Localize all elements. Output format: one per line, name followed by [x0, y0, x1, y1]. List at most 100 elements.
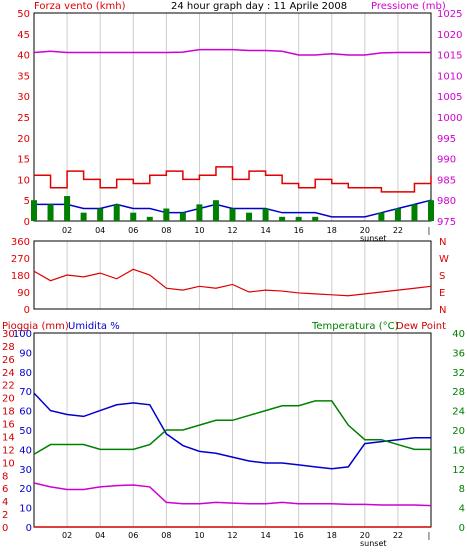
rain-y-tick-label: 26 — [2, 355, 15, 366]
x-tick-label-bottom: 22 — [393, 531, 403, 540]
x-tick-label-bottom: 16 — [294, 531, 304, 540]
green-bar — [411, 204, 418, 221]
temperature-y-tick-label: 28 — [452, 387, 465, 398]
temperature-y-tick-label: 32 — [452, 368, 465, 379]
rain-y-tick-label: 28 — [2, 342, 15, 353]
x-tick-label-top: 10 — [194, 226, 204, 235]
green-bar — [229, 208, 236, 221]
x-tick-label-bottom: 14 — [260, 531, 270, 540]
green-bar — [130, 212, 137, 221]
humidity-y-tick-label: 100 — [13, 329, 32, 340]
x-tick-label-bottom: 04 — [95, 531, 105, 540]
compass-label: N — [439, 305, 446, 316]
rain-y-tick-label: 14 — [2, 432, 15, 443]
compass-label: S — [439, 271, 445, 282]
green-bar — [196, 204, 203, 221]
x-tick-label-bottom: 08 — [161, 531, 171, 540]
green-bar — [246, 212, 253, 221]
middle-panel-frame — [33, 240, 432, 310]
x-tick-label-top: 14 — [260, 226, 270, 235]
x-tick-label-bottom: 06 — [128, 531, 138, 540]
direction-y-tick-label: 0 — [24, 305, 30, 316]
x-end-marker-bottom: | — [428, 531, 431, 540]
dew-point-title: Dew Point — [396, 321, 447, 332]
x-tick-label-bottom: 20 — [360, 531, 370, 540]
temperature-y-tick-label: 4 — [459, 504, 465, 515]
x-tick-label-top: 18 — [327, 226, 337, 235]
x-tick-label-bottom: 02 — [62, 531, 72, 540]
pressure-y-tick-label: 1000 — [437, 113, 462, 124]
pressure-y-tick-label: 1025 — [437, 9, 462, 20]
x-tick-label-top: 12 — [227, 226, 237, 235]
x-tick-label-top: 06 — [128, 226, 138, 235]
green-bar — [212, 200, 219, 221]
wind-y-tick-label: 0 — [24, 217, 30, 228]
x-tick-label-top: 02 — [62, 226, 72, 235]
rain-y-tick-label: 4 — [2, 497, 8, 508]
humidity-y-tick-label: 80 — [19, 368, 32, 379]
humidity-y-tick-label: 70 — [19, 387, 32, 398]
wind-y-tick-label: 35 — [17, 71, 30, 82]
green-bar — [113, 204, 120, 221]
compass-label: N — [439, 237, 446, 248]
wind-y-tick-label: 10 — [17, 175, 30, 186]
rain-y-tick-label: 2 — [2, 510, 8, 521]
temperature-y-tick-label: 8 — [459, 484, 465, 495]
x-tick-label-top: 20 — [360, 226, 370, 235]
green-bar — [312, 216, 319, 221]
green-bar — [295, 216, 302, 221]
x-tick-label-top: 04 — [95, 226, 105, 235]
x-tick-label-top: 16 — [294, 226, 304, 235]
rain-y-tick-label: 6 — [2, 484, 8, 495]
direction-y-tick-label: 90 — [17, 288, 30, 299]
temperature-y-tick-label: 24 — [452, 407, 465, 418]
x-end-marker-top: | — [428, 226, 431, 235]
green-bar — [97, 208, 104, 221]
rain-y-tick-label: 24 — [2, 368, 15, 379]
green-bar — [394, 208, 401, 221]
rain-y-tick-label: 10 — [2, 458, 15, 469]
rain-y-tick-label: 30 — [2, 329, 15, 340]
green-bar — [179, 212, 186, 221]
temperature-title: Temperatura (°C) — [312, 321, 399, 332]
pressure-y-tick-label: 975 — [437, 217, 456, 228]
wind-y-tick-label: 25 — [17, 113, 30, 124]
pressure-y-tick-label: 1005 — [437, 92, 462, 103]
green-bar — [378, 212, 385, 221]
temperature-y-tick-label: 20 — [452, 426, 465, 437]
wind-speed-title: Forza vento (kmh) — [34, 1, 126, 12]
rain-y-tick-label: 0 — [2, 523, 8, 534]
rain-title: Pioggia (mm) — [2, 321, 69, 332]
compass-label: E — [439, 288, 445, 299]
rain-y-tick-label: 20 — [2, 394, 15, 405]
pressure-y-tick-label: 1020 — [437, 30, 462, 41]
temperature-y-tick-label: 12 — [452, 465, 465, 476]
x-tick-label-top: 22 — [393, 226, 403, 235]
green-bar — [428, 200, 434, 221]
humidity-y-tick-label: 90 — [19, 348, 32, 359]
rain-y-tick-label: 22 — [2, 381, 15, 392]
green-bar — [47, 204, 54, 221]
wind-y-tick-label: 15 — [17, 155, 30, 166]
pressure-y-tick-label: 980 — [437, 196, 456, 207]
sunset-label-bottom: sunset — [360, 539, 387, 548]
chart-date-title: 24 hour graph day : 11 Aprile 2008 — [171, 1, 348, 12]
x-tick-label-bottom: 12 — [227, 531, 237, 540]
x-tick-label-bottom: 18 — [327, 531, 337, 540]
humidity-y-tick-label: 60 — [19, 407, 32, 418]
green-bar — [262, 208, 269, 221]
green-bar — [31, 200, 37, 221]
green-bar — [64, 196, 71, 221]
pressure-y-tick-label: 1015 — [437, 51, 462, 62]
humidity-y-tick-label: 50 — [19, 426, 32, 437]
rain-y-tick-label: 16 — [2, 420, 15, 431]
pressure-y-tick-label: 995 — [437, 134, 456, 145]
pressure-y-tick-label: 1010 — [437, 71, 462, 82]
compass-label: W — [439, 254, 449, 265]
humidity-y-tick-label: 0 — [26, 523, 32, 534]
rain-y-tick-label: 8 — [2, 471, 8, 482]
temperature-y-tick-label: 0 — [459, 523, 465, 534]
humidity-y-tick-label: 30 — [19, 465, 32, 476]
